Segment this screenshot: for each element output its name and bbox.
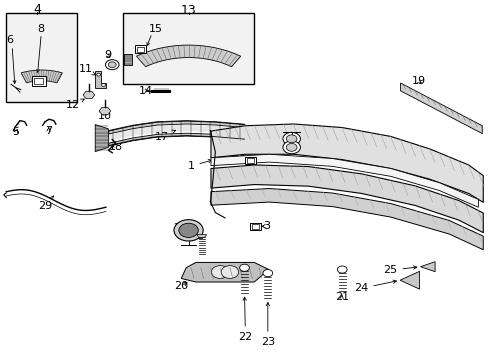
Circle shape: [102, 84, 105, 86]
Text: 26: 26: [173, 222, 187, 233]
Polygon shape: [420, 262, 434, 272]
Bar: [250, 222, 261, 230]
Text: 8: 8: [38, 24, 45, 34]
Polygon shape: [95, 71, 106, 88]
Text: 19: 19: [411, 76, 425, 86]
Text: 5: 5: [13, 127, 20, 138]
Polygon shape: [83, 91, 95, 99]
Text: 20: 20: [174, 281, 188, 291]
Text: 7: 7: [45, 126, 52, 136]
Bar: [34, 77, 43, 84]
Circle shape: [286, 143, 296, 151]
Bar: [247, 158, 254, 163]
Bar: [122, 13, 254, 84]
Bar: [135, 45, 145, 53]
Text: 9: 9: [103, 50, 111, 60]
Text: 13: 13: [181, 4, 196, 17]
Text: 2: 2: [196, 231, 203, 241]
Circle shape: [337, 266, 346, 273]
Text: 14: 14: [139, 86, 153, 96]
Circle shape: [283, 132, 300, 145]
Bar: [137, 46, 143, 51]
Text: 3: 3: [262, 221, 269, 231]
Text: 24: 24: [353, 280, 396, 293]
Text: 23: 23: [260, 302, 274, 347]
Text: 25: 25: [383, 265, 416, 275]
Polygon shape: [124, 54, 131, 65]
Polygon shape: [136, 45, 240, 67]
Text: 12: 12: [66, 99, 84, 110]
Bar: [32, 76, 45, 86]
Circle shape: [263, 270, 272, 277]
Circle shape: [211, 266, 228, 278]
Text: 27: 27: [281, 132, 295, 142]
Text: 29: 29: [38, 196, 53, 211]
Bar: [245, 157, 256, 165]
Text: 4: 4: [33, 3, 41, 16]
Text: 17: 17: [155, 130, 175, 141]
Circle shape: [108, 62, 116, 68]
Text: 16: 16: [309, 140, 323, 150]
Polygon shape: [99, 107, 111, 115]
Polygon shape: [181, 262, 268, 282]
Circle shape: [105, 60, 119, 70]
Text: 15: 15: [149, 24, 163, 35]
Text: 11: 11: [79, 64, 95, 75]
Circle shape: [283, 141, 300, 154]
Text: 10: 10: [98, 111, 112, 121]
Circle shape: [239, 264, 249, 271]
Text: 6: 6: [6, 36, 13, 45]
Polygon shape: [399, 271, 419, 289]
Text: 22: 22: [238, 297, 252, 342]
Bar: [252, 224, 259, 229]
Bar: [6, 13, 77, 102]
Polygon shape: [197, 235, 206, 238]
Text: 28: 28: [232, 155, 246, 165]
Circle shape: [97, 73, 101, 76]
Circle shape: [286, 135, 296, 143]
Polygon shape: [95, 125, 108, 152]
Circle shape: [179, 223, 198, 238]
Text: 18: 18: [108, 141, 122, 152]
Circle shape: [221, 266, 238, 278]
Polygon shape: [21, 70, 62, 83]
Text: 21: 21: [334, 292, 348, 302]
Circle shape: [174, 220, 203, 241]
Text: 1: 1: [187, 159, 211, 171]
